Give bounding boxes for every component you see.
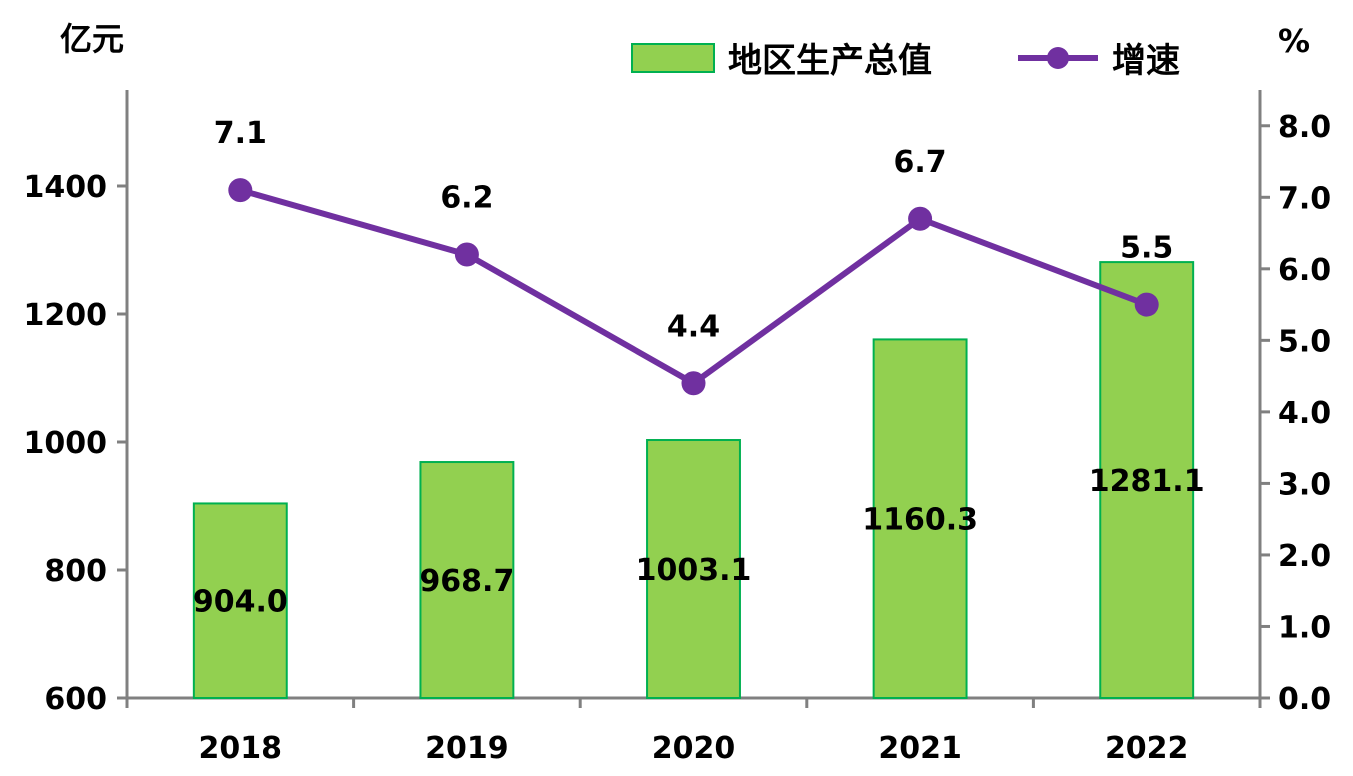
line-point [228, 178, 253, 203]
x-tick-label: 2020 [652, 731, 736, 766]
bar-value-label: 968.7 [419, 564, 514, 599]
legend-swatch-marker [1047, 47, 1069, 69]
line-value-label: 5.5 [1120, 231, 1173, 266]
left-tick-label: 600 [44, 682, 107, 717]
legend-label-line: 增速 [1112, 41, 1180, 81]
line-value-label: 6.2 [440, 181, 493, 216]
line-point [908, 206, 933, 231]
line-point [1134, 292, 1159, 317]
left-tick-label: 800 [44, 554, 107, 589]
bar-value-label: 1281.1 [1089, 464, 1205, 499]
right-tick-label: 3.0 [1278, 467, 1331, 502]
left-tick-label: 1400 [24, 170, 108, 205]
line-point [454, 242, 479, 267]
bar [192, 502, 288, 699]
legend-label-bar: 地区生产总值 [728, 41, 932, 81]
legend-swatch-bar [631, 43, 715, 73]
bar-value-label: 904.0 [193, 585, 288, 620]
right-tick-label: 2.0 [1278, 539, 1331, 574]
x-tick-label: 2018 [199, 731, 283, 766]
axes: 600 800 1000 1200 1400 0.0 1.0 2.0 3.0 4.0 5.0 6.0 7… [24, 90, 1331, 766]
bar [1099, 261, 1195, 699]
legend: 地区生产总值 增速 [631, 41, 1180, 81]
bar [419, 461, 515, 700]
line-point [681, 371, 706, 396]
right-tick-label: 5.0 [1278, 324, 1331, 359]
bar [872, 338, 968, 699]
line-series [228, 178, 1159, 396]
line-value-label: 6.7 [894, 145, 947, 180]
left-tick-label: 1200 [24, 298, 108, 333]
right-tick-label: 7.0 [1278, 181, 1331, 216]
data-labels: 904.0 968.7 1003.1 1160.3 1281.1 7.1 6.2 4.4 6.7… [193, 116, 1205, 620]
x-tick-label: 2022 [1105, 731, 1189, 766]
right-tick-label: 4.0 [1278, 396, 1331, 431]
bar-value-label: 1003.1 [636, 553, 752, 588]
left-tick-label: 1000 [24, 426, 108, 461]
bar-value-label: 1160.3 [862, 503, 978, 538]
growth-line [239, 187, 1148, 387]
bar-series [192, 261, 1195, 700]
right-tick-label: 1.0 [1278, 610, 1331, 645]
right-tick-label: 6.0 [1278, 253, 1331, 288]
bar [646, 439, 741, 699]
x-tick-label: 2021 [878, 731, 962, 766]
right-tick-label: 0.0 [1278, 682, 1331, 717]
line-value-label: 4.4 [667, 309, 720, 344]
line-value-label: 7.1 [214, 116, 267, 151]
left-axis-unit: 亿元 [60, 20, 124, 58]
right-axis-unit: % [1278, 22, 1310, 60]
x-tick-label: 2019 [425, 731, 509, 766]
right-tick-label: 8.0 [1278, 110, 1331, 145]
